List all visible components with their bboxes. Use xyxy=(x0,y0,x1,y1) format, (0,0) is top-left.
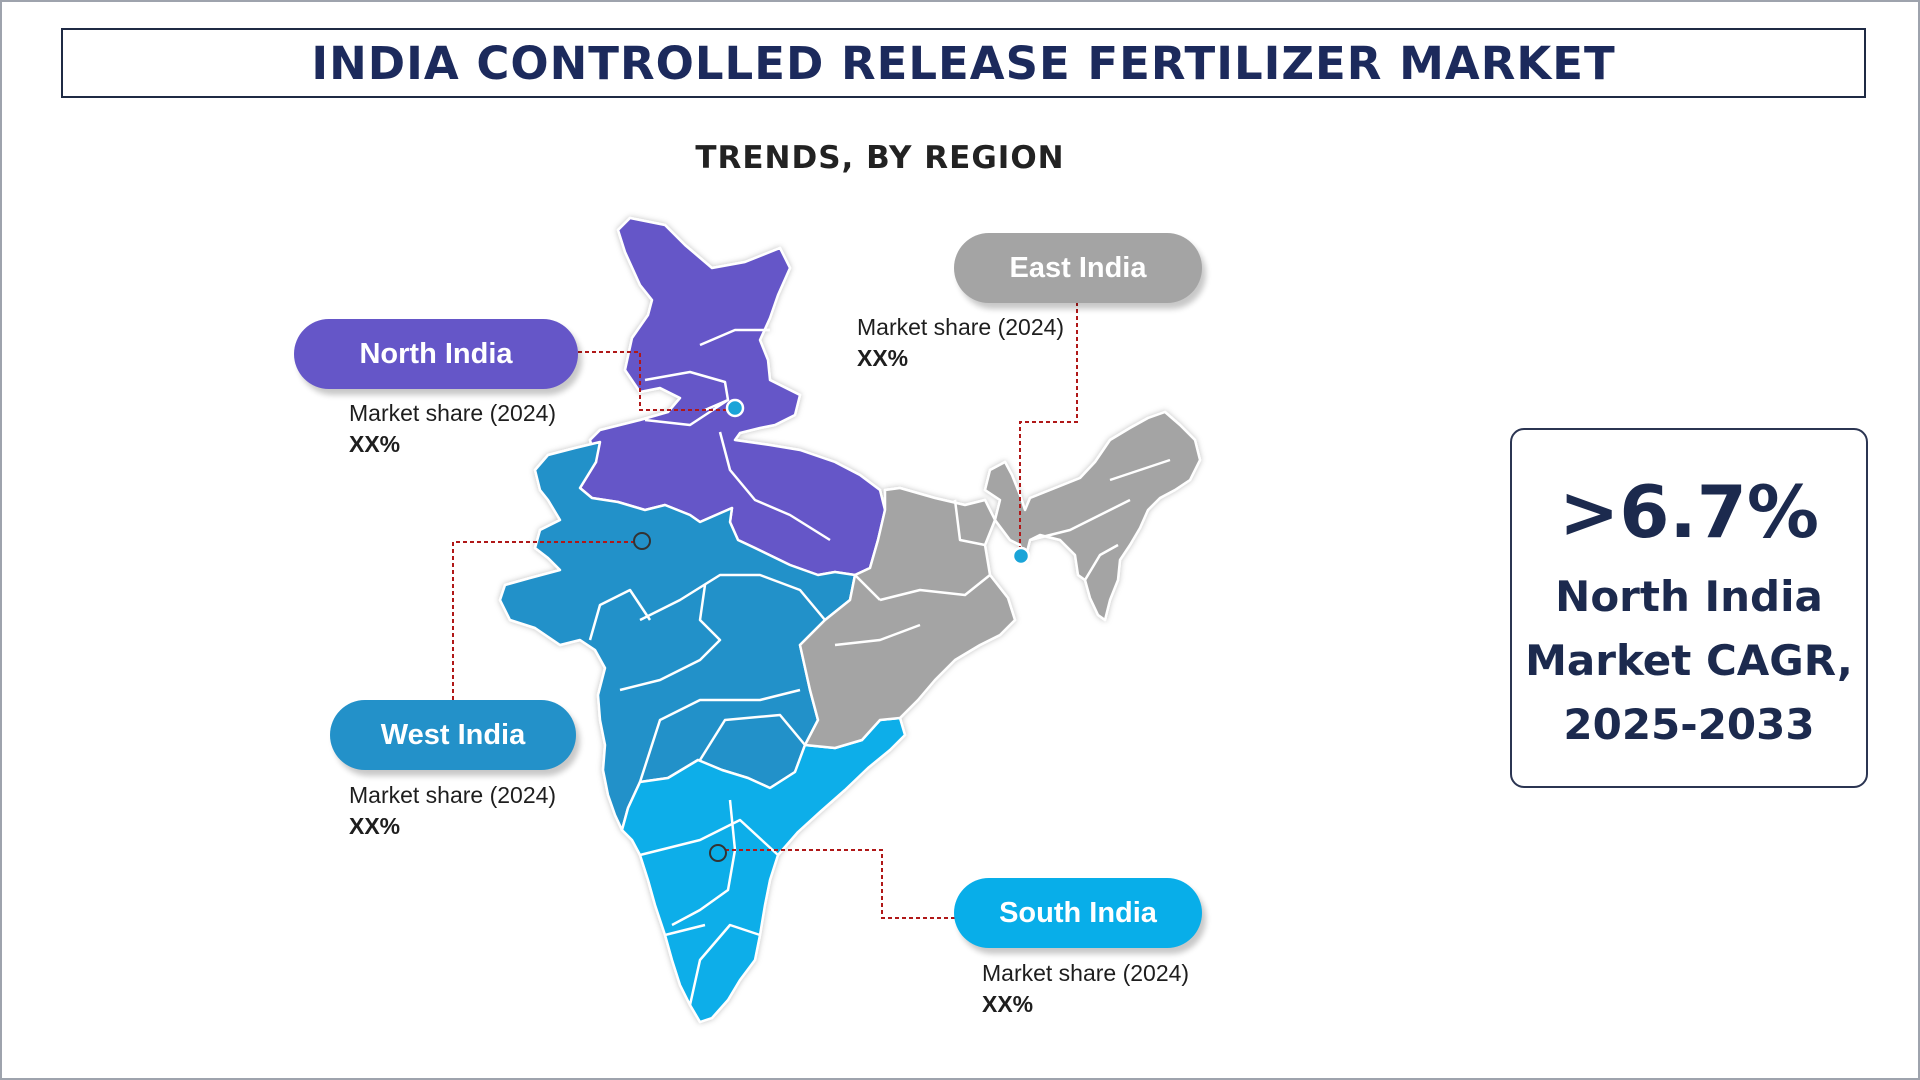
south-marker[interactable] xyxy=(709,844,727,862)
cagr-box: >6.7% North India Market CAGR, 2025-2033 xyxy=(1510,428,1868,788)
north-leader-line xyxy=(557,351,735,411)
west-state-borders xyxy=(588,573,826,783)
east-leader-line xyxy=(1019,302,1078,555)
cagr-metric: Market CAGR, xyxy=(1525,636,1853,685)
west-india-label[interactable]: West India xyxy=(330,700,576,770)
west-india-share: Market share (2024) XX% xyxy=(349,780,556,842)
northeast-state-borders xyxy=(1029,458,1171,581)
page-subtitle: TRENDS, BY REGION xyxy=(695,140,1065,176)
south-leader-line xyxy=(718,849,955,919)
north-india-label[interactable]: North India xyxy=(294,319,578,389)
east-india-label[interactable]: East India xyxy=(954,233,1202,303)
south-state-borders xyxy=(639,713,806,1006)
west-marker[interactable] xyxy=(633,532,651,550)
east-state-borders xyxy=(834,499,991,647)
south-india-share: Market share (2024) XX% xyxy=(982,958,1189,1020)
region-northeast-shape[interactable] xyxy=(983,410,1202,622)
page-title: INDIA CONTROLLED RELEASE FERTILIZER MARK… xyxy=(311,36,1616,90)
south-share-value: XX% xyxy=(982,991,1034,1017)
south-share-label: Market share (2024) xyxy=(982,960,1190,986)
west-share-value: XX% xyxy=(349,813,401,839)
south-india-label[interactable]: South India xyxy=(954,878,1202,948)
north-share-value: XX% xyxy=(349,431,401,457)
north-share-label: Market share (2024) xyxy=(349,400,557,426)
north-india-label-text: North India xyxy=(359,337,513,370)
east-india-label-text: East India xyxy=(1009,251,1147,284)
east-marker[interactable] xyxy=(1011,546,1031,566)
east-share-label: Market share (2024) xyxy=(857,314,1065,340)
east-india-share: Market share (2024) XX% xyxy=(857,312,1064,374)
cagr-period: 2025-2033 xyxy=(1563,700,1815,749)
north-india-share: Market share (2024) XX% xyxy=(349,398,556,460)
west-share-label: Market share (2024) xyxy=(349,782,557,808)
title-box: INDIA CONTROLLED RELEASE FERTILIZER MARK… xyxy=(61,28,1866,98)
cagr-region: North India xyxy=(1555,572,1823,621)
south-india-label-text: South India xyxy=(999,896,1157,929)
north-marker[interactable] xyxy=(725,398,745,418)
west-india-label-text: West India xyxy=(380,718,526,751)
east-share-value: XX% xyxy=(857,345,909,371)
west-leader-line xyxy=(452,541,642,700)
north-state-borders xyxy=(644,328,831,542)
region-south-shape[interactable] xyxy=(620,716,907,1024)
cagr-value: >6.7% xyxy=(1558,470,1819,554)
region-east-shape[interactable] xyxy=(798,486,1017,750)
